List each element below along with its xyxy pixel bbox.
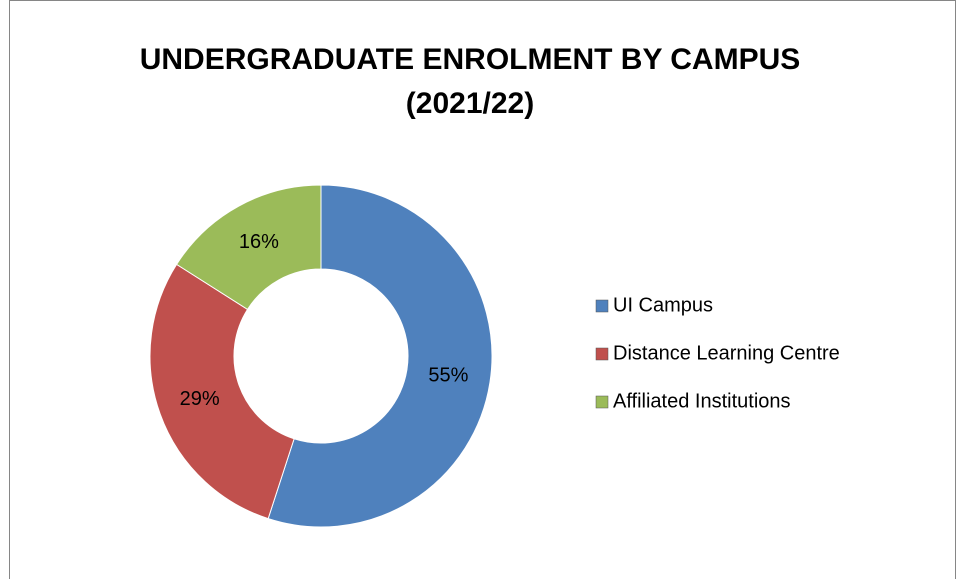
legend-swatch [595, 395, 609, 409]
data-label: 16% [239, 231, 279, 253]
donut-segment [149, 263, 295, 520]
data-label: 29% [180, 388, 220, 410]
donut-segment [175, 184, 322, 311]
legend-swatch [595, 299, 609, 313]
legend-swatch [595, 347, 609, 361]
legend-label: Affiliated Institutions [613, 390, 791, 412]
donut-segment [267, 184, 493, 528]
legend-label: Distance Learning Centre [613, 342, 840, 364]
data-label: 55% [428, 364, 468, 386]
chart-title: UNDERGRADUATE ENROLMENT BY CAMPUS (2021/… [139, 43, 801, 120]
legend-label: UI Campus [613, 294, 713, 316]
